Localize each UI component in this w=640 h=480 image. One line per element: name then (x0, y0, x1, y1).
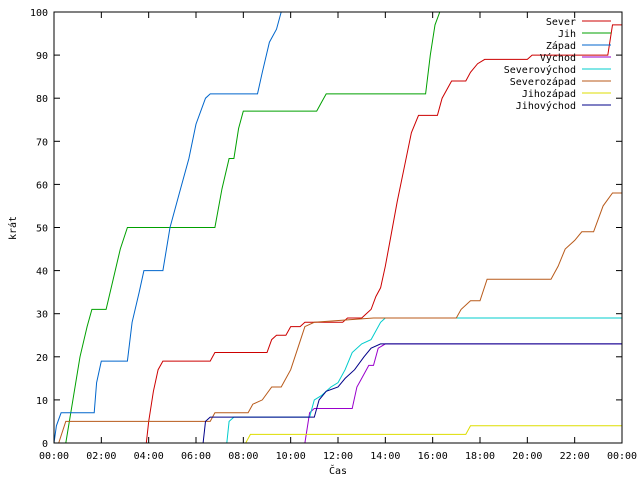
legend-label: Severovýchod (504, 64, 576, 76)
legend-label: Východ (540, 52, 576, 64)
y-tick-label: 60 (36, 180, 48, 191)
y-tick-label: 20 (36, 353, 48, 364)
x-tick-label: 10:00 (276, 451, 306, 462)
series-line-1 (145, 24, 622, 443)
y-tick-label: 90 (36, 51, 48, 62)
legend-label: Jihovýchod (516, 100, 576, 112)
series-line-5 (226, 317, 622, 443)
y-axis-ticks: 0 10 20 30 40 50 60 70 80 90 100 (30, 8, 622, 450)
x-tick-label: 12:00 (323, 451, 353, 462)
y-tick-label: 50 (36, 224, 48, 235)
x-tick-label: 00:00 (39, 451, 69, 462)
y-axis-label: krát (7, 216, 19, 240)
y-tick-label: 80 (36, 94, 48, 105)
y-tick-label: 0 (42, 439, 48, 450)
series-line-3 (54, 12, 282, 443)
y-tick-label: 40 (36, 267, 48, 278)
x-axis-label: Čas (329, 464, 347, 477)
y-tick-label: 70 (36, 137, 48, 148)
y-tick-label: 30 (36, 310, 48, 321)
x-axis-ticks: 00:00 02:00 04:00 06:00 08:00 10:00 12:00 14:00… (39, 12, 637, 462)
legend-label: Jih (558, 29, 576, 40)
legend-label: Sever (546, 17, 576, 28)
x-tick-label: 20:00 (512, 451, 542, 462)
series-line-2 (54, 12, 441, 443)
legend-label: Severozápad (510, 76, 576, 88)
y-tick-label: 10 (36, 396, 48, 407)
series-line-6 (54, 192, 622, 443)
series-line-8 (202, 343, 622, 443)
x-tick-label: 04:00 (134, 451, 164, 462)
x-tick-label: 08:00 (228, 451, 258, 462)
series-line-7 (245, 425, 622, 443)
x-tick-label: 02:00 (86, 451, 116, 462)
legend-label: Jihozápad (522, 88, 576, 100)
x-tick-label: 22:00 (560, 451, 590, 462)
series-layer (54, 12, 622, 443)
legend-label: Západ (546, 40, 576, 52)
series-line-4 (300, 343, 622, 443)
x-tick-label: 18:00 (465, 451, 495, 462)
x-tick-label: 00:00 (607, 451, 637, 462)
x-tick-label: 14:00 (370, 451, 400, 462)
x-tick-label: 16:00 (418, 451, 448, 462)
legend: SeverJihZápadVýchodSeverovýchodSeverozáp… (504, 17, 611, 112)
y-tick-label: 100 (30, 8, 48, 19)
x-tick-label: 06:00 (181, 451, 211, 462)
